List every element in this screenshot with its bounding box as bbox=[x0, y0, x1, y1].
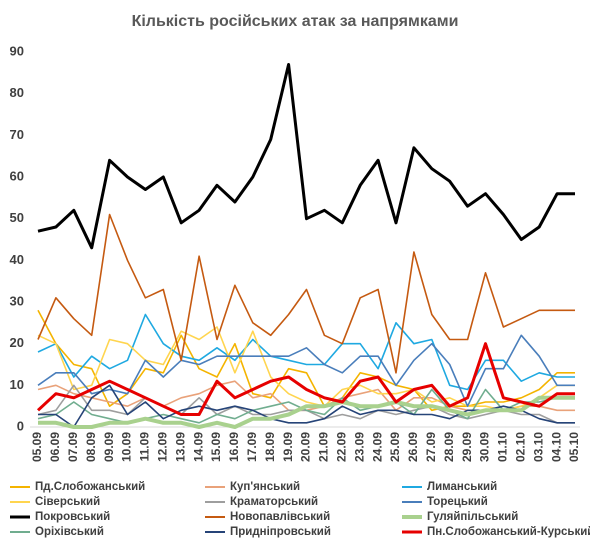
x-tick-label: 12.09 bbox=[155, 432, 169, 462]
x-tick-label: 14.09 bbox=[191, 432, 205, 462]
x-tick-label: 05.09 bbox=[30, 432, 44, 462]
y-tick-label: 70 bbox=[10, 127, 24, 142]
x-tick-label: 30.09 bbox=[478, 432, 492, 462]
legend-label: Придніпровський bbox=[230, 526, 331, 538]
x-tick-label: 04.10 bbox=[549, 432, 563, 462]
x-tick-label: 27.09 bbox=[424, 432, 438, 462]
x-tick-label: 16.09 bbox=[227, 432, 241, 462]
x-tick-label: 15.09 bbox=[209, 432, 223, 462]
y-tick-label: 30 bbox=[10, 293, 24, 308]
y-tick-label: 40 bbox=[10, 252, 24, 267]
x-tick-label: 03.10 bbox=[531, 432, 545, 462]
series-line bbox=[37, 326, 575, 412]
y-tick-label: 60 bbox=[10, 168, 24, 183]
series-line bbox=[38, 395, 575, 429]
x-tick-label: 07.09 bbox=[66, 432, 80, 462]
x-tick-label: 05.10 bbox=[567, 432, 581, 462]
legend-label: Гуляйпільський bbox=[427, 511, 518, 523]
series-line bbox=[37, 313, 575, 391]
x-tick-label: 18.09 bbox=[263, 432, 277, 462]
y-tick-label: 80 bbox=[10, 85, 24, 100]
legend-label: Покровський bbox=[35, 511, 110, 523]
x-tick-label: 08.09 bbox=[84, 432, 98, 462]
series-line bbox=[37, 213, 575, 374]
x-tick-label: 20.09 bbox=[299, 432, 313, 462]
x-tick-label: 06.09 bbox=[48, 432, 62, 462]
series-line bbox=[37, 334, 575, 407]
x-tick-label: 23.09 bbox=[352, 432, 366, 462]
legend-label: Лиманський bbox=[427, 481, 497, 493]
x-tick-label: 17.09 bbox=[245, 432, 259, 462]
legend-label: Пн.Слобожанський-Курський bbox=[427, 526, 590, 538]
legend-label: Торецький bbox=[427, 496, 488, 508]
y-tick-label: 90 bbox=[10, 43, 24, 58]
x-tick-label: 28.09 bbox=[442, 432, 456, 462]
x-tick-label: 02.10 bbox=[513, 432, 527, 462]
x-tick-label: 21.09 bbox=[317, 432, 331, 462]
x-tick-label: 11.09 bbox=[138, 432, 152, 462]
legend-label: Новопавлівський bbox=[230, 511, 330, 523]
series-line bbox=[37, 63, 575, 250]
x-tick-label: 01.10 bbox=[496, 432, 510, 462]
x-tick-label: 09.09 bbox=[102, 432, 116, 462]
series-line bbox=[36, 342, 575, 416]
y-tick-label: 0 bbox=[17, 418, 24, 433]
legend-label: Оріхівський bbox=[35, 526, 104, 538]
y-tick-label: 50 bbox=[10, 210, 24, 225]
y-tick-label: 10 bbox=[10, 377, 24, 392]
x-tick-label: 26.09 bbox=[406, 432, 420, 462]
legend-label: Сіверський bbox=[35, 496, 100, 508]
x-tick-label: 24.09 bbox=[370, 432, 384, 462]
legend-label: Куп'янський bbox=[230, 481, 300, 493]
x-tick-label: 25.09 bbox=[388, 432, 402, 462]
x-tick-label: 13.09 bbox=[173, 432, 187, 462]
x-tick-label: 29.09 bbox=[460, 432, 474, 462]
legend-label: Пд.Слобожанський bbox=[35, 481, 145, 493]
x-tick-label: 19.09 bbox=[281, 432, 295, 462]
x-tick-label: 10.09 bbox=[120, 432, 134, 462]
x-tick-label: 22.09 bbox=[334, 432, 348, 462]
chart-title: Кількість російських атак за напрямками bbox=[132, 13, 459, 30]
legend-label: Краматорський bbox=[230, 496, 318, 508]
y-tick-label: 20 bbox=[10, 335, 24, 350]
